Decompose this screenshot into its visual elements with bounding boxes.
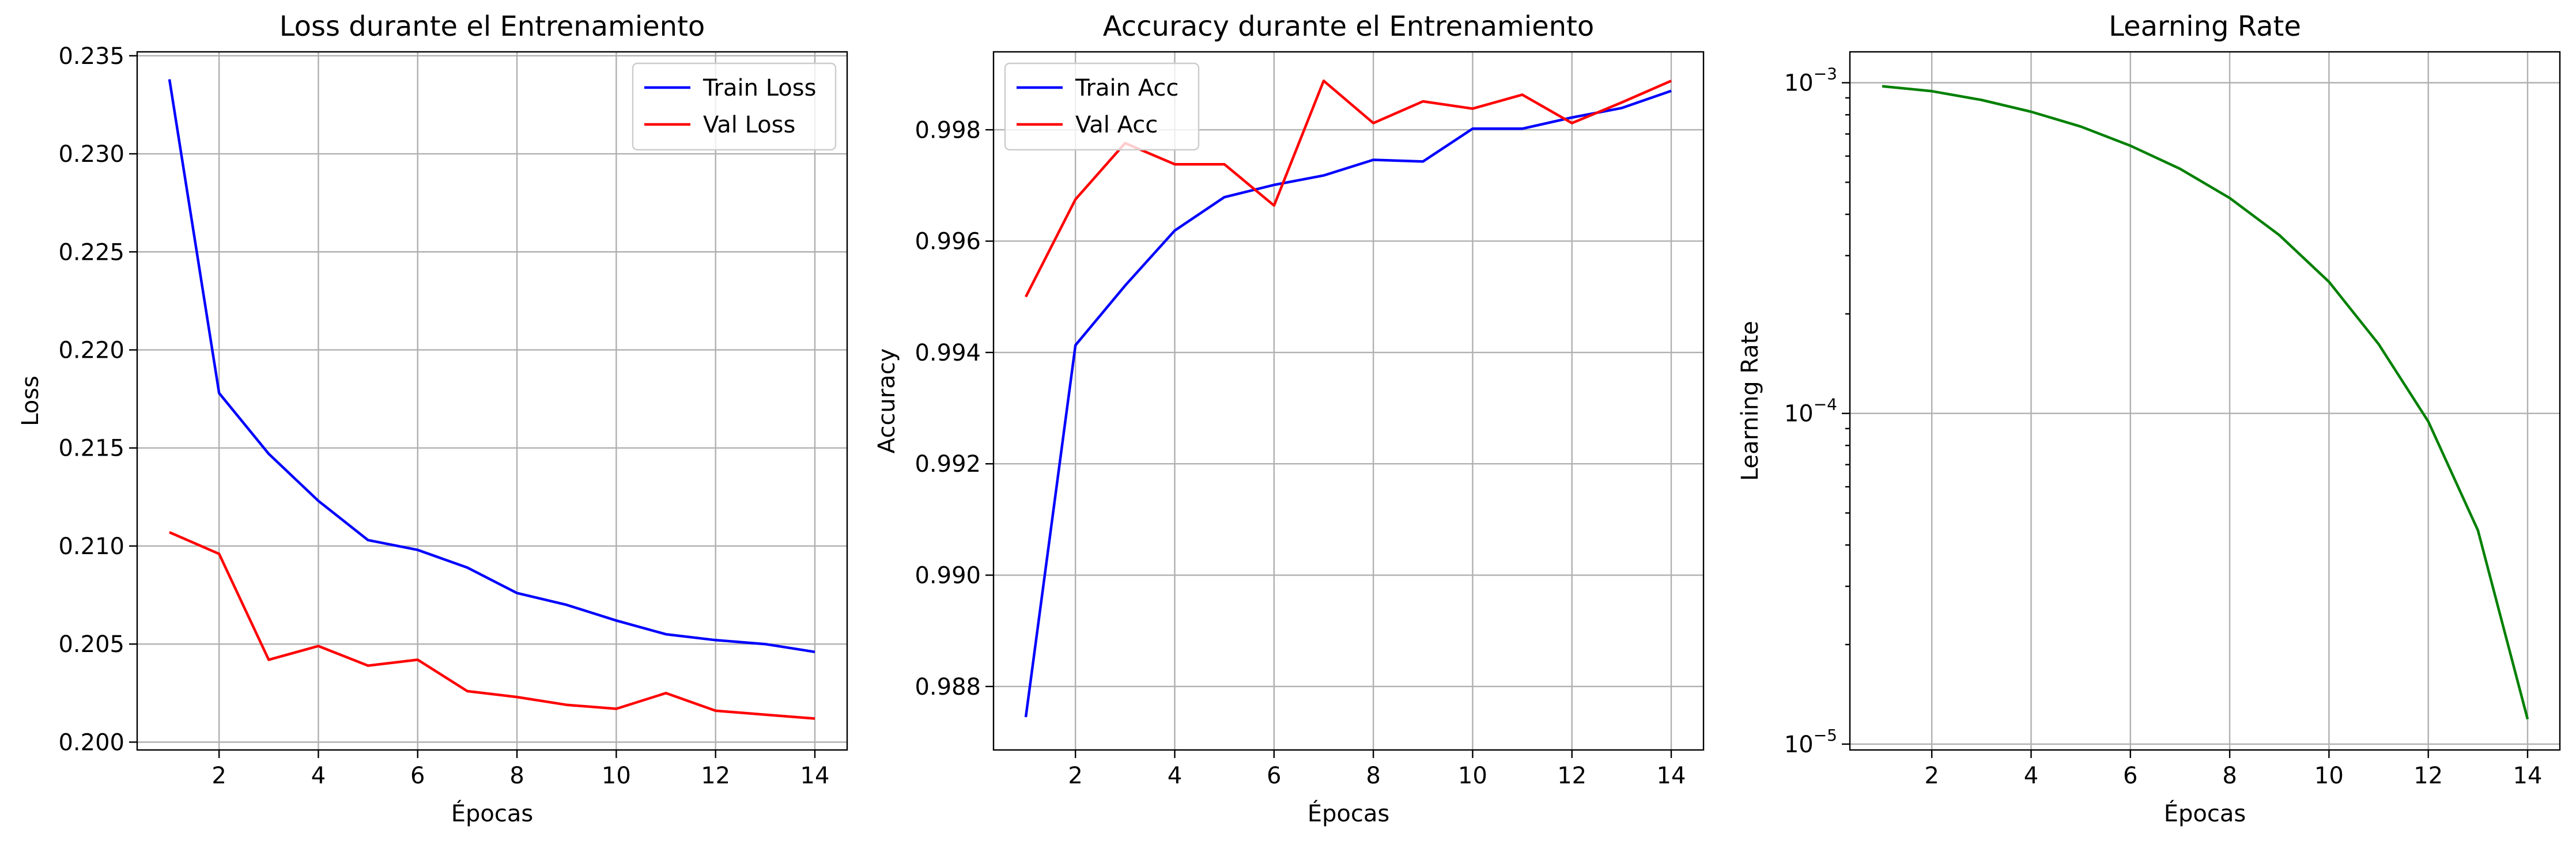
y-tick-label: 0.990 [915,563,981,589]
legend-label: Val Acc [1075,112,1158,138]
x-tick-label: 4 [2024,763,2038,789]
series-line-train-loss [168,79,815,654]
y-tick-label: 10−3 [1784,65,1837,97]
legend-box [1004,62,1200,151]
plot-frame [1849,51,2561,751]
plot-frame [136,51,848,751]
x-tick-label: 12 [701,763,730,789]
x-tick-label: 6 [1267,763,1281,789]
chart-title: Learning Rate [2109,10,2301,43]
y-tick-label: 0.998 [915,117,981,143]
x-tick-label: 8 [2222,763,2237,789]
plot-frame [992,51,1705,751]
y-tick-label: 0.210 [58,533,124,560]
series-line-train-acc [1024,89,1672,718]
x-tick-label: 8 [1366,763,1380,789]
x-axis-label: Épocas [1308,799,1389,827]
y-tick-label: 0.235 [58,43,124,70]
legend-box [632,62,837,151]
y-axis-label: Accuracy [874,348,900,454]
legend-label: Val Loss [703,112,795,138]
x-tick-label: 10 [2314,763,2344,789]
x-tick-label: 10 [1458,763,1487,789]
x-axis-label: Épocas [2164,799,2246,827]
x-tick-label: 8 [509,763,524,789]
x-tick-label: 4 [1168,763,1182,789]
series-line-val-loss [169,531,815,720]
legend: Train Loss Val Loss [632,62,837,151]
y-tick-label: 10−5 [1784,726,1837,758]
y-tick-label: 0.994 [915,340,981,366]
x-tick-label: 2 [211,763,226,789]
y-tick-label: 0.996 [915,229,981,255]
chart-panel-2: 2 4 6 8 10 12 14 0.988 0.990 0.992 0.994 0.996 0.998… [874,10,1705,827]
y-tick-label: 0.992 [915,451,981,478]
chart-title: Accuracy durante el Entrenamiento [1103,10,1594,43]
x-tick-label: 12 [1557,763,1587,789]
legend-label: Train Loss [702,75,816,101]
x-tick-label: 14 [2513,763,2543,789]
y-tick-label: 10−4 [1784,395,1837,427]
x-tick-label: 2 [1068,763,1082,789]
y-tick-label: 0.220 [58,337,124,363]
legend-label: Train Acc [1075,75,1179,101]
y-tick-label: 0.988 [915,674,981,700]
x-tick-label: 6 [410,763,425,789]
x-tick-label: 14 [800,763,830,789]
y-tick-label: 0.205 [58,631,124,658]
x-tick-label: 4 [311,763,326,789]
y-tick-label: 0.200 [58,729,124,756]
series-line-learning-rate [1882,85,2529,720]
y-axis-label: Learning Rate [1737,321,1763,481]
y-tick-label: 0.225 [58,239,124,266]
x-tick-label: 14 [1657,763,1686,789]
x-axis-label: Épocas [451,799,533,827]
x-tick-label: 10 [602,763,631,789]
chart-title: Loss durante el Entrenamiento [279,10,705,43]
y-tick-label: 0.230 [58,141,124,168]
y-axis-label: Loss [17,376,44,426]
legend: Train Acc Val Acc [1004,62,1200,151]
x-tick-label: 6 [2123,763,2137,789]
x-tick-label: 12 [2413,763,2443,789]
x-tick-label: 2 [1924,763,1939,789]
y-tick-label: 0.215 [58,435,124,462]
chart-panel-1: 2 4 6 8 10 12 14 0.200 0.205 0.210 0.215 0.220 0.225… [17,10,848,827]
chart-panel-3: 2 4 6 8 10 12 14 10−5 10−4 10−3 Learning Rate Época… [1737,10,2561,827]
